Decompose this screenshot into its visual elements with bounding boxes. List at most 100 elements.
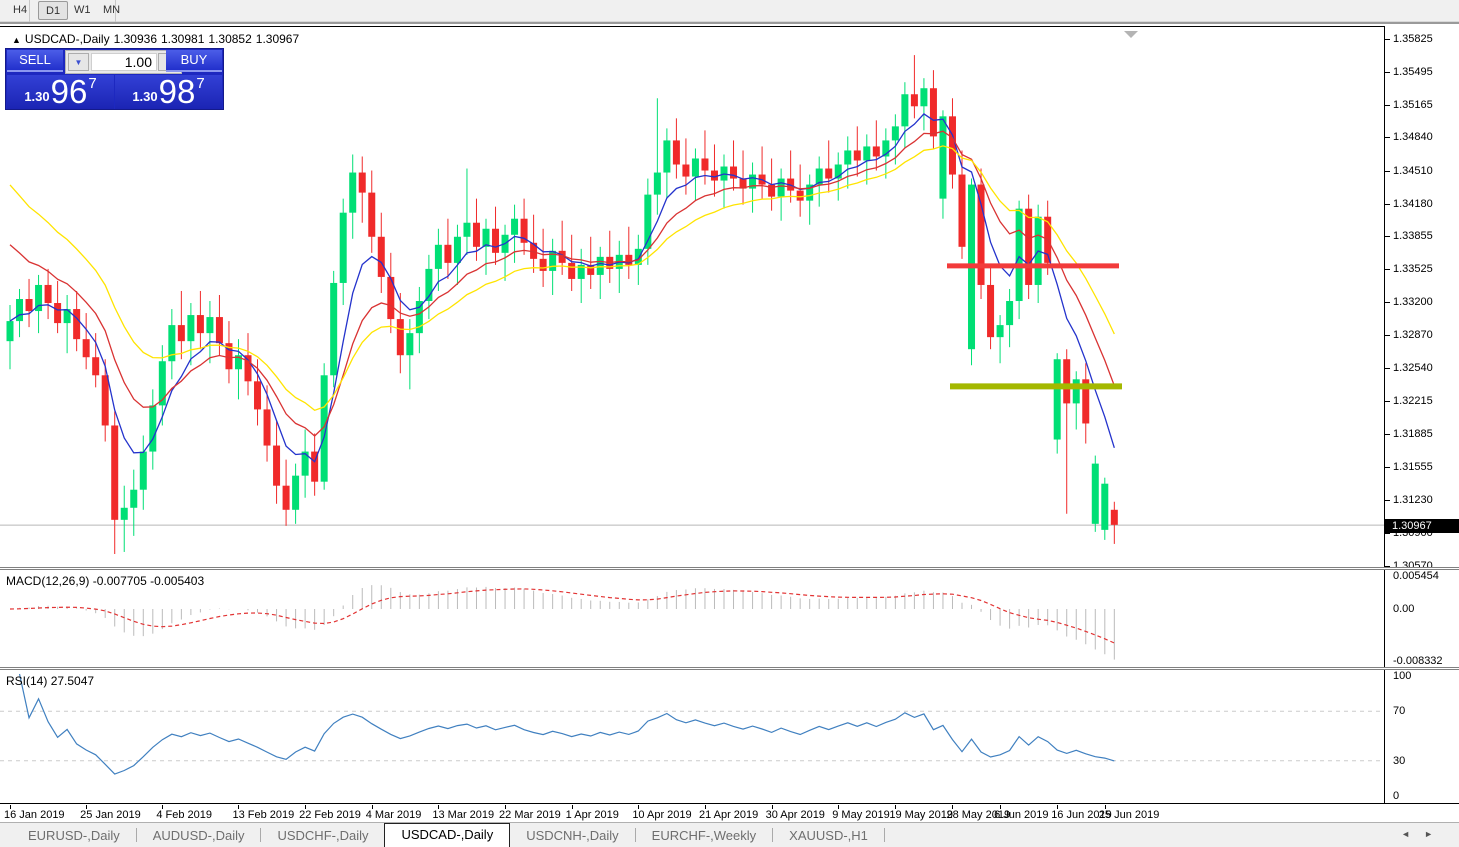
- tab-scroll-right-icon[interactable]: ►: [1424, 829, 1447, 839]
- tab-eurchf[interactable]: EURCHF-,Weekly: [651, 828, 757, 843]
- date-tick: [1104, 805, 1106, 809]
- rsi-label: RSI(14) 27.5047: [6, 674, 95, 688]
- date-axis-label: 4 Feb 2019: [156, 809, 212, 821]
- tab-usdcad[interactable]: USDCAD-,Daily: [384, 823, 511, 847]
- date-tick: [895, 805, 897, 809]
- timeframe-button-w1[interactable]: W1: [74, 4, 91, 16]
- sell-price-sup: 7: [88, 75, 97, 92]
- macd-pane[interactable]: MACD(12,26,9) -0.007705 -0.005403: [0, 570, 1384, 667]
- date-axis-label: 4 Mar 2019: [365, 809, 422, 821]
- price-tick: [1385, 203, 1390, 205]
- pane-separator[interactable]: [0, 567, 1459, 570]
- tab-usdchf[interactable]: USDCHF-,Daily: [277, 828, 369, 843]
- rsi-axis[interactable]: 100 70 30 0: [1384, 670, 1459, 803]
- date-tick: [838, 805, 840, 809]
- open-value: 1.30936: [113, 32, 157, 46]
- volume-input[interactable]: [91, 53, 157, 71]
- tab-eurusd[interactable]: EURUSD-,Daily: [28, 828, 120, 843]
- price-axis-label: 1.35495: [1393, 65, 1433, 78]
- price-tick: [1385, 302, 1390, 303]
- date-axis-label: 13 Feb 2019: [232, 809, 295, 821]
- tabs-container: EURUSD-,Daily AUDUSD-,Daily USDCHF-,Daily U…: [0, 823, 1459, 847]
- date-axis-label: 1 Apr 2019: [565, 809, 619, 821]
- date-tick: [305, 805, 307, 809]
- price-chart-pane[interactable]: [0, 27, 1384, 567]
- ma-medium: [9, 130, 1115, 437]
- low-value: 1.30852: [208, 32, 252, 46]
- tab-separator: [260, 827, 262, 842]
- macd-axis[interactable]: 0.005454 0.00 -0.008332: [1384, 570, 1459, 667]
- price-tick: [1385, 137, 1390, 139]
- date-tick: [86, 805, 88, 809]
- rsi-chart: [0, 673, 1384, 775]
- macd-axis-label: -0.008332: [1393, 655, 1443, 667]
- price-tick: [1385, 269, 1390, 271]
- rsi-pane[interactable]: RSI(14) 27.5047: [0, 670, 1384, 802]
- timeframe-button-mn[interactable]: MN: [103, 4, 121, 16]
- tab-scroll-left-icon[interactable]: ◄: [1401, 829, 1425, 839]
- price-axis-label: 1.35825: [1393, 32, 1433, 45]
- sell-button[interactable]: SELL: [7, 50, 63, 72]
- rsi-line: [18, 673, 1115, 775]
- sell-price-display[interactable]: 1.30 96 7: [7, 75, 114, 109]
- price-axis-label: 1.31885: [1393, 428, 1433, 440]
- date-axis-label: 9 May 2019: [832, 809, 890, 821]
- candles-layer: [6, 55, 1118, 554]
- symbol-arrow-icon: ▲: [12, 35, 21, 45]
- price-axis-label: 1.33200: [1393, 296, 1433, 308]
- chart-shift-icon[interactable]: [1124, 31, 1138, 38]
- macd-signal-line: [9, 588, 1115, 644]
- rsi-axis-label: 0: [1393, 790, 1400, 802]
- date-tick: [1000, 805, 1002, 809]
- candlestick-chart[interactable]: [0, 27, 1384, 567]
- date-axis-label: 21 Apr 2019: [698, 809, 759, 821]
- tab-separator: [772, 827, 774, 842]
- timeframe-button-d1[interactable]: D1: [38, 1, 69, 20]
- sell-price-small: 1.30: [24, 89, 50, 104]
- date-axis-label: 19 May 2019: [889, 809, 953, 821]
- volume-decrease-icon[interactable]: ▼: [68, 53, 89, 71]
- date-tick: [771, 805, 773, 809]
- chart-window: ▲ USDCAD-,Daily 1.30936 1.30981 1.30852 1.309…: [0, 22, 1459, 824]
- buy-price-big: 98: [158, 73, 196, 110]
- price-tick: [1385, 400, 1390, 402]
- macd-axis-label: 0.00: [1393, 603, 1415, 615]
- price-tick: [1385, 104, 1390, 106]
- date-axis[interactable]: 16 Jan 2019 25 Jan 2019 4 Feb 2019 13 Feb 2…: [0, 805, 1459, 824]
- price-axis-label: 1.34180: [1393, 197, 1433, 210]
- date-tick: [704, 805, 706, 809]
- price-tick: [1385, 38, 1390, 40]
- date-axis-label: 13 Mar 2019: [432, 809, 495, 821]
- tab-audusd[interactable]: AUDUSD-,Daily: [152, 828, 245, 843]
- macd-axis-label: 0.005454: [1393, 570, 1439, 582]
- date-tick: [638, 805, 640, 809]
- date-axis-label: 28 May 2019: [946, 809, 1011, 821]
- price-axis-label: 1.35165: [1393, 98, 1433, 111]
- date-axis-label: 25 Jun 2019: [1098, 809, 1160, 821]
- date-tick: [162, 805, 164, 809]
- rsi-axis-label: 100: [1393, 670, 1412, 682]
- price-axis-label: 1.33525: [1393, 263, 1433, 276]
- date-tick: [238, 805, 240, 809]
- price-tick: [1385, 71, 1390, 73]
- tab-usdcnh[interactable]: USDCNH-,Daily: [526, 828, 619, 843]
- date-tick: [371, 805, 373, 809]
- price-axis[interactable]: 1.35825 1.35495 1.35165 1.34840 1.34510 1.341…: [1384, 26, 1459, 572]
- macd-label: MACD(12,26,9) -0.007705 -0.005403: [6, 574, 205, 588]
- tab-xauusd[interactable]: XAUUSD-,H1: [789, 828, 868, 843]
- buy-button[interactable]: BUY: [166, 50, 222, 72]
- tab-separator: [634, 827, 636, 842]
- price-tick: [1385, 532, 1390, 534]
- ma-fast: [9, 113, 1115, 463]
- chart-symbol-label: USDCAD-,Daily: [24, 32, 110, 46]
- rsi-axis-label: 70: [1393, 705, 1406, 718]
- price-tick: [1385, 565, 1390, 567]
- buy-price-small: 1.30: [132, 89, 158, 104]
- rsi-axis-label: 30: [1393, 754, 1406, 767]
- macd-chart: [9, 585, 1115, 660]
- pane-separator[interactable]: [0, 667, 1459, 670]
- buy-price-display[interactable]: 1.30 98 7: [115, 75, 222, 109]
- price-axis-label: 1.33855: [1393, 230, 1433, 243]
- timeframe-button-h4[interactable]: H4: [13, 4, 28, 16]
